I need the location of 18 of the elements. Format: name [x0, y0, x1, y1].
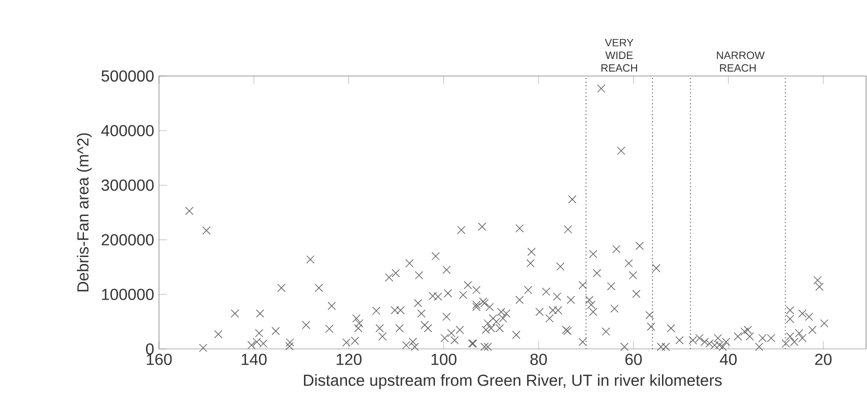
x-axis-title: Distance upstream from Green River, UT in river kilometers: [304, 374, 722, 390]
x-tick-label: 80: [530, 354, 547, 366]
y-tick-label: 100000: [102, 288, 154, 300]
y-axis-title: Debris-Fan area (m^2): [76, 133, 92, 292]
x-tick-label: 20: [815, 354, 832, 366]
x-tick-label: 160: [146, 354, 172, 366]
y-tick-label: 0: [146, 343, 154, 355]
y-tick-label: 400000: [101, 124, 154, 136]
x-tick-label: 40: [720, 354, 737, 366]
y-tick-label: 200000: [102, 234, 154, 246]
x-tick-label: 120: [336, 354, 362, 366]
text: VERY WIDE REACH: [601, 38, 638, 72]
x-tick-label: 140: [242, 354, 267, 366]
y-tick-label: 300000: [101, 180, 154, 191]
x-tick-label: 60: [625, 354, 642, 366]
text: NARROW REACH: [716, 52, 765, 72]
y-tick-label: 500000: [102, 70, 154, 82]
x-tick-label: 100: [432, 354, 456, 366]
